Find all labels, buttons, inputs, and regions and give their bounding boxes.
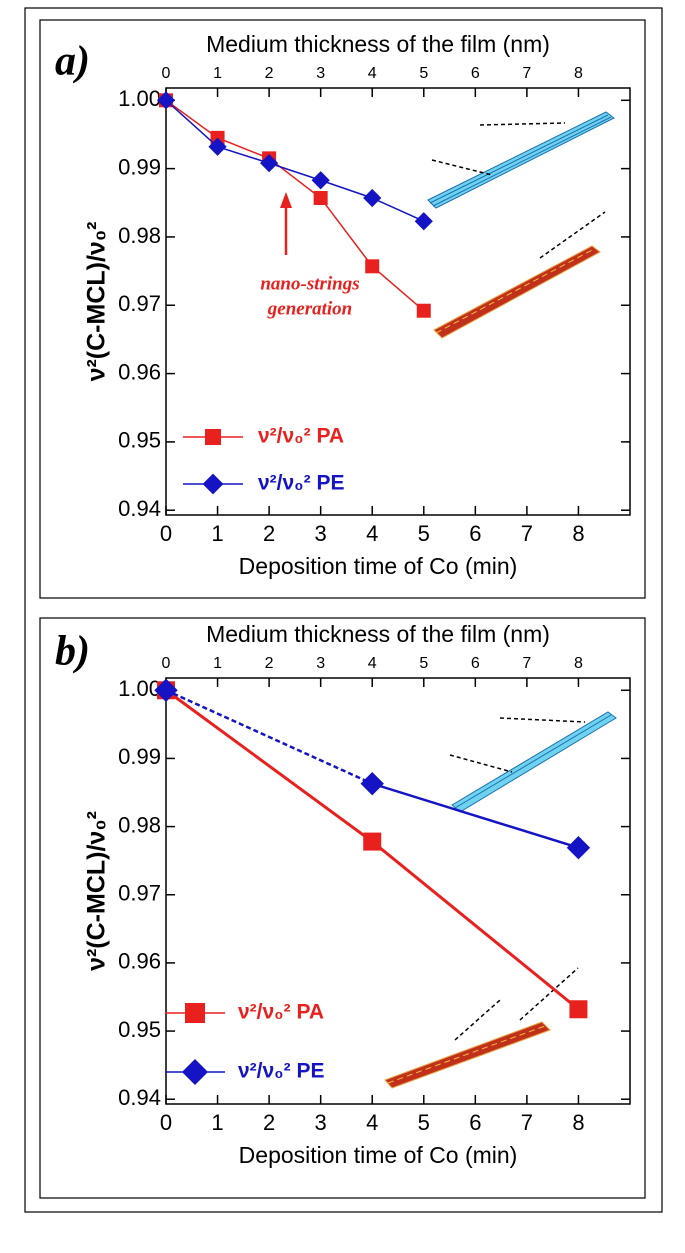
top-tick-label: 7 xyxy=(522,65,531,82)
panel-label: a) xyxy=(55,39,90,85)
top-axis-title: Medium thickness of the film (nm) xyxy=(206,621,550,647)
x-tick-label: 0 xyxy=(160,521,172,546)
x-tick-label: 1 xyxy=(211,521,223,546)
data-point xyxy=(260,154,279,173)
x-tick-label: 6 xyxy=(469,521,481,546)
legend-marker xyxy=(182,1059,208,1085)
legend-label: ν²/ν₀² PA xyxy=(238,1001,324,1024)
series-line xyxy=(165,689,373,785)
x-tick-label: 4 xyxy=(366,521,378,546)
y-tick-label: 0.98 xyxy=(118,812,161,837)
plot-frame xyxy=(165,87,631,516)
data-point xyxy=(363,188,382,208)
x-axis-title: Deposition time of Co (min) xyxy=(239,1142,518,1168)
top-tick-label: 2 xyxy=(265,655,274,672)
x-tick-label: 2 xyxy=(263,1110,275,1135)
legend-label: ν²/ν₀² PA xyxy=(258,425,344,448)
legend-marker xyxy=(202,473,224,495)
series-line xyxy=(165,99,425,222)
y-axis-title: ν²(C-MCL)/ν₀² xyxy=(83,811,111,971)
top-tick-label: 7 xyxy=(522,655,531,672)
x-tick-label: 5 xyxy=(418,1110,430,1135)
illustration xyxy=(384,711,617,1089)
legend-label: ν²/ν₀² PE xyxy=(258,472,345,495)
top-tick-label: 4 xyxy=(368,65,377,82)
top-tick-label: 8 xyxy=(574,655,583,672)
data-point xyxy=(311,171,330,190)
y-tick-label: 0.99 xyxy=(118,154,161,179)
y-tick-label: 0.97 xyxy=(118,881,161,906)
data-point xyxy=(313,190,328,205)
data-point xyxy=(365,259,380,274)
data-point xyxy=(208,137,227,156)
annotation: generation xyxy=(267,298,352,319)
panel-label: b) xyxy=(55,629,90,675)
y-tick-label: 0.95 xyxy=(118,1017,161,1042)
top-tick-label: 6 xyxy=(471,65,480,82)
data-point xyxy=(569,1000,588,1019)
top-tick-label: 3 xyxy=(316,65,325,82)
top-tick-label: 5 xyxy=(419,65,428,82)
x-tick-label: 0 xyxy=(160,1110,172,1135)
x-tick-label: 7 xyxy=(521,521,533,546)
top-tick-label: 2 xyxy=(265,65,274,82)
top-axis-title: Medium thickness of the film (nm) xyxy=(206,31,550,57)
data-point xyxy=(363,832,382,851)
x-tick-label: 4 xyxy=(366,1110,378,1135)
data-point xyxy=(414,212,433,231)
top-tick-label: 4 xyxy=(368,655,377,672)
data-point xyxy=(156,91,176,110)
x-axis-title: Deposition time of Co (min) xyxy=(239,553,518,579)
data-point xyxy=(416,303,431,318)
annotation: nano-strings xyxy=(260,273,359,294)
legend-label: ν²/ν₀² PE xyxy=(238,1060,325,1083)
top-tick-label: 1 xyxy=(213,655,222,672)
panel-frame xyxy=(39,19,646,599)
data-point xyxy=(360,771,384,796)
illustration xyxy=(427,111,615,339)
y-tick-label: 0.98 xyxy=(118,223,161,248)
x-tick-label: 8 xyxy=(572,521,584,546)
top-tick-label: 0 xyxy=(162,655,171,672)
y-axis-title: ν²(C-MCL)/ν₀² xyxy=(83,222,111,382)
x-tick-label: 3 xyxy=(315,521,327,546)
x-tick-label: 1 xyxy=(211,1110,223,1135)
series-line xyxy=(371,782,579,849)
top-tick-label: 5 xyxy=(419,655,428,672)
y-tick-label: 0.99 xyxy=(118,744,161,769)
y-tick-label: 0.96 xyxy=(118,949,161,974)
legend-marker xyxy=(205,429,221,445)
y-tick-label: 0.96 xyxy=(118,359,161,384)
y-tick-label: 0.94 xyxy=(118,1085,161,1110)
top-tick-label: 3 xyxy=(316,655,325,672)
x-tick-label: 8 xyxy=(572,1110,584,1135)
annotation-arrowhead xyxy=(280,192,292,208)
y-tick-label: 1.00 xyxy=(118,86,161,111)
top-tick-label: 1 xyxy=(213,65,222,82)
plot-frame xyxy=(165,677,631,1105)
panel-frame xyxy=(39,617,646,1199)
y-tick-label: 0.95 xyxy=(118,428,161,453)
outer-frame xyxy=(24,7,663,1213)
series-line xyxy=(165,99,425,312)
top-tick-label: 6 xyxy=(471,655,480,672)
top-tick-label: 0 xyxy=(162,65,171,82)
x-tick-label: 3 xyxy=(315,1110,327,1135)
top-tick-label: 8 xyxy=(574,65,583,82)
y-tick-label: 0.94 xyxy=(118,496,161,521)
data-point xyxy=(566,836,591,860)
y-tick-label: 1.00 xyxy=(118,676,161,701)
data-point xyxy=(154,678,178,702)
x-tick-label: 6 xyxy=(469,1110,481,1135)
x-tick-label: 2 xyxy=(263,521,275,546)
y-tick-label: 0.97 xyxy=(118,291,161,316)
legend-marker xyxy=(185,1003,205,1023)
x-tick-label: 7 xyxy=(521,1110,533,1135)
x-tick-label: 5 xyxy=(418,521,430,546)
